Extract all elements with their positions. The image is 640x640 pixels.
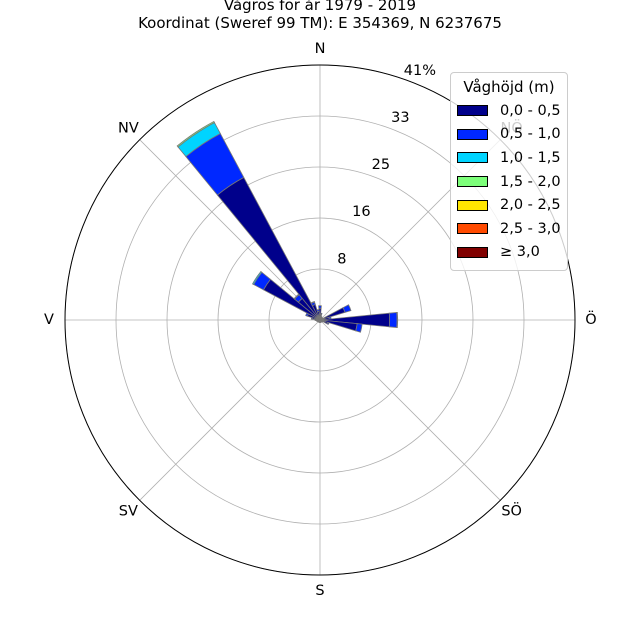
- grid-spoke-SÖ: [319, 319, 501, 501]
- legend-swatch: [457, 128, 488, 140]
- direction-label-SÖ: SÖ: [501, 502, 522, 520]
- legend-swatch: [457, 223, 488, 235]
- direction-label-V: V: [44, 312, 54, 328]
- bar-sector-10-bin-1: [326, 321, 330, 325]
- bar-sector-8-bin-1: [388, 312, 398, 328]
- legend-label: ≥ 3,0: [500, 244, 540, 261]
- legend-swatch: [457, 246, 488, 258]
- direction-label-NV: NV: [118, 120, 139, 136]
- bar-sector-1-bin-1: [320, 312, 323, 316]
- bar-sector-9-bin-1: [355, 323, 363, 333]
- direction-label-N: N: [315, 41, 326, 57]
- legend-swatch: [457, 105, 488, 117]
- bar-sector-29-bin-0: [216, 176, 321, 321]
- legend: Våghöjd (m) 0,0 - 0,5 0,5 - 1,0 1,0 - 1,5 1…: [450, 72, 568, 272]
- legend-swatch: [457, 152, 488, 164]
- legend-label: 2,5 - 3,0: [500, 220, 561, 237]
- rose-bars: [176, 120, 399, 333]
- grid-spoke-NV: [139, 139, 321, 321]
- chart-title: Vågros för år 1979 - 2019: [223, 0, 417, 14]
- direction-label-Ö: Ö: [585, 310, 596, 328]
- radial-tick-label-4: 33: [391, 110, 409, 126]
- legend-label: 1,0 - 1,5: [500, 149, 561, 166]
- bar-sector-0-bin-1: [318, 305, 322, 309]
- legend-entry: 2,0 - 2,5: [451, 193, 567, 217]
- bar-sector-30-bin-2: [310, 301, 316, 305]
- legend-label: 2,0 - 2,5: [500, 197, 561, 214]
- legend-swatch: [457, 199, 488, 211]
- chart-subtitle: Koordinat (Sweref 99 TM): E 354369, N 62…: [138, 14, 502, 32]
- polar-grid: [64, 64, 576, 576]
- legend-label: 1,5 - 2,0: [500, 173, 561, 190]
- legend-entry: 1,0 - 1,5: [451, 146, 567, 170]
- bar-sector-29-bin-3: [176, 120, 215, 148]
- radial-tick-label-1: 8: [337, 251, 346, 267]
- chart-title-block: Vågros för år 1979 - 2019 Koordinat (Swe…: [0, 0, 640, 32]
- bar-sector-27-bin-2: [251, 270, 263, 286]
- legend-label: 0,5 - 1,0: [500, 126, 561, 143]
- legend-entry: ≥ 3,0: [451, 241, 567, 265]
- bar-sector-31-bin-1: [316, 309, 320, 313]
- direction-label-S: S: [315, 583, 324, 599]
- legend-label: 0,0 - 0,5: [500, 102, 561, 119]
- legend-entry: 1,5 - 2,0: [451, 170, 567, 194]
- radial-tick-label-2: 16: [352, 204, 370, 220]
- bar-sector-6-bin-1: [342, 304, 352, 313]
- radial-tick-label-5: 41%: [404, 63, 436, 79]
- legend-entry: 2,5 - 3,0: [451, 217, 567, 241]
- grid-spoke-SV: [139, 319, 321, 501]
- radial-tick-label-3: 25: [372, 157, 390, 173]
- bar-sector-8-bin-2: [396, 311, 399, 329]
- plot-boundary: [64, 64, 576, 576]
- legend-entry: 0,5 - 1,0: [451, 123, 567, 147]
- legend-entries: 0,0 - 0,5 0,5 - 1,0 1,0 - 1,5 1,5 - 2,0 2,0 …: [451, 99, 567, 264]
- legend-swatch: [457, 176, 488, 188]
- legend-title: Våghöjd (m): [463, 78, 555, 96]
- direction-label-SV: SV: [119, 504, 138, 520]
- legend-entry: 0,0 - 0,5: [451, 99, 567, 123]
